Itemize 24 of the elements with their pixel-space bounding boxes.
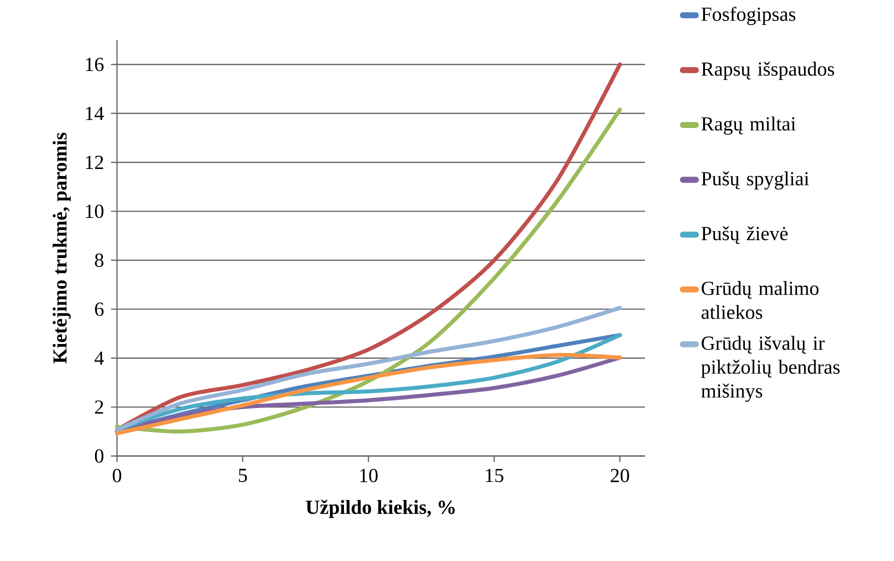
y-tick-label: 8 (94, 254, 104, 267)
y-axis-title: Kietėjimo trukmė, paromis (52, 132, 71, 364)
x-tick-label: 5 (238, 468, 247, 482)
legend-label: Pušų spygliai (701, 171, 809, 190)
legend-label: Pušų žievė (701, 226, 788, 244)
legend-label: Rapsų išspaudos (701, 62, 834, 80)
legend-label: Ragų miltai (701, 116, 796, 135)
x-tick-label: 10 (360, 468, 378, 482)
y-tick-label: 2 (95, 400, 104, 414)
legend-label: Grūdų malimo atliekos (702, 281, 819, 319)
y-tick-label: 16 (86, 58, 104, 72)
legend-label: Fosfogipsas (701, 6, 796, 26)
y-tick-label: 4 (94, 352, 104, 365)
y-tick-label: 0 (94, 449, 104, 463)
line-series (115, 306, 622, 432)
legend-label: Grūdų išvalų ir piktžolių bendras mišinys (701, 336, 840, 402)
y-tick-label: 14 (86, 106, 104, 120)
x-tick-label: 0 (112, 468, 122, 482)
y-tick-label: 6 (95, 302, 104, 316)
x-tick-label: 20 (610, 468, 630, 482)
x-axis-title: Užpildo kiekis, % (306, 500, 455, 518)
x-tick-label: 15 (486, 468, 504, 482)
y-tick-label: 10 (86, 204, 104, 218)
y-tick-label: 12 (86, 156, 104, 169)
